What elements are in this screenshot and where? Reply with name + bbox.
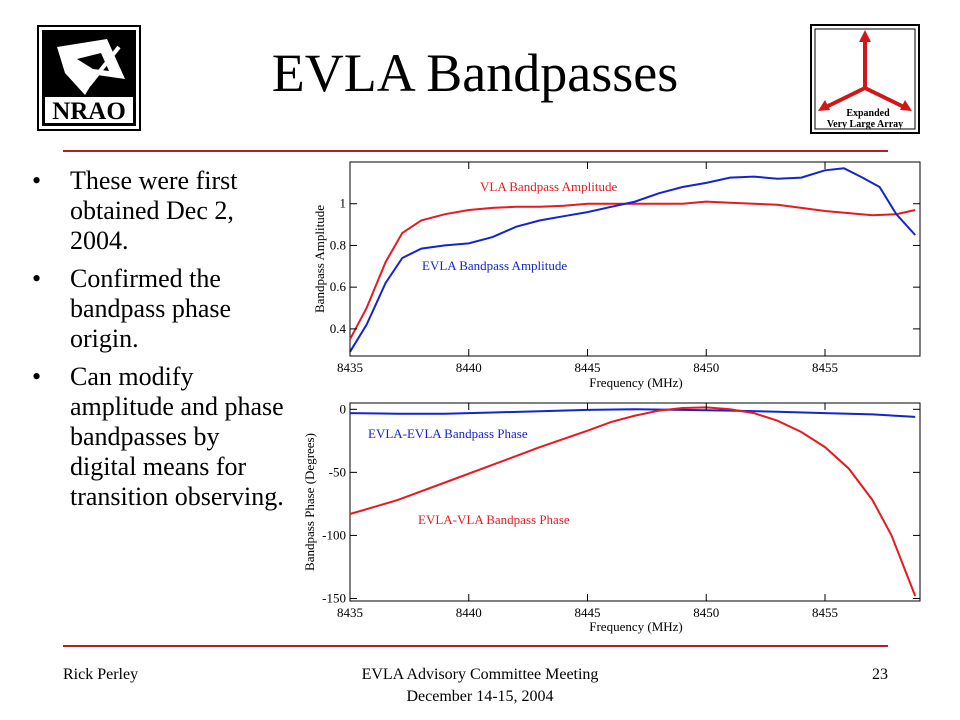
y-tick-label: -100 xyxy=(322,527,346,542)
svg-text:Expanded: Expanded xyxy=(846,108,890,119)
legend-evla-vla-phase: EVLA-VLA Bandpass Phase xyxy=(418,512,570,527)
bottom-divider xyxy=(63,645,888,647)
footer-event-name: EVLA Advisory Committee Meeting xyxy=(361,666,599,683)
bullet-item: Can modify amplitude and phase bandpasse… xyxy=(28,362,290,512)
x-tick-label: 8450 xyxy=(693,360,719,375)
y-tick-label: 0.8 xyxy=(330,237,346,252)
plot-frame xyxy=(349,402,921,602)
phase-chart: 8435 8440 8445 8450 8455 0 -50 -100 -150 EVLA-EV… xyxy=(300,398,930,638)
x-tick-label: 8435 xyxy=(337,605,363,620)
x-tick-label: 8445 xyxy=(575,605,601,620)
x-tick-label: 8435 xyxy=(337,360,363,375)
y-tick-label: 0 xyxy=(340,401,347,416)
top-divider xyxy=(63,150,888,152)
plot-frame xyxy=(349,161,921,357)
legend-evla-evla-phase: EVLA-EVLA Bandpass Phase xyxy=(368,426,528,441)
x-tick-label: 8440 xyxy=(456,605,482,620)
bullet-list: These were first obtained Dec 2, 2004. C… xyxy=(28,166,290,520)
series-line-1 xyxy=(349,406,917,597)
nrao-logo: NRAO xyxy=(37,25,141,131)
amplitude-chart: 8435 8440 8445 8450 8455 0.4 0.6 0.8 1 VLA Bandp… xyxy=(300,155,930,395)
footer-event: EVLA Advisory Committee Meeting December… xyxy=(330,664,630,708)
slide-number: 23 xyxy=(872,666,888,683)
x-axis-label: Frequency (MHz) xyxy=(589,375,683,390)
bullet-item: These were first obtained Dec 2, 2004. xyxy=(28,166,290,256)
legend-evla-amplitude: EVLA Bandpass Amplitude xyxy=(422,258,567,273)
x-axis-label: Frequency (MHz) xyxy=(589,619,683,634)
y-axis-label: Bandpass Phase (Degrees) xyxy=(302,433,317,571)
x-tick-label: 8440 xyxy=(456,360,482,375)
series-line-1 xyxy=(349,167,916,353)
slide-title: EVLA Bandpasses xyxy=(271,43,679,103)
y-axis-label: Bandpass Amplitude xyxy=(312,205,327,313)
y-tick-label: 0.4 xyxy=(330,321,347,336)
x-tick-label: 8455 xyxy=(812,605,838,620)
y-tick-label: 0.6 xyxy=(330,279,347,294)
bullet-item: Confirmed the bandpass phase origin. xyxy=(28,264,290,354)
x-tick-label: 8450 xyxy=(693,605,719,620)
svg-text:NRAO: NRAO xyxy=(52,98,126,125)
y-tick-label: -50 xyxy=(329,464,346,479)
x-tick-label: 8455 xyxy=(812,360,838,375)
y-tick-label: 1 xyxy=(340,196,347,211)
svg-text:Very Large Array: Very Large Array xyxy=(827,119,903,130)
x-tick-label: 8445 xyxy=(575,360,601,375)
legend-vla-amplitude: VLA Bandpass Amplitude xyxy=(480,179,617,194)
evla-logo: Expanded Very Large Array xyxy=(810,24,920,134)
footer-author: Rick Perley xyxy=(63,666,139,683)
footer-event-date: December 14-15, 2004 xyxy=(406,688,554,705)
series-line-0 xyxy=(349,408,916,418)
y-tick-label: -150 xyxy=(322,590,346,605)
